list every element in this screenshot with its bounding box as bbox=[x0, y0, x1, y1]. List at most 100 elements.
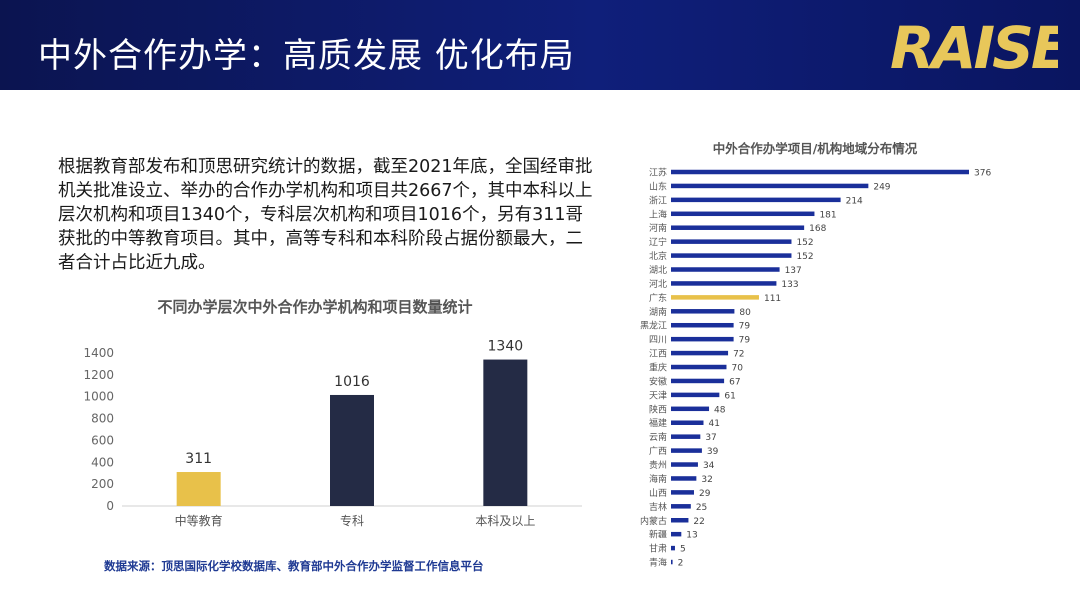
region-label: 安徽 bbox=[649, 375, 667, 387]
intro-paragraph: 根据教育部发布和顶思研究统计的数据，截至2021年底，全国经审批机关批准设立、举… bbox=[58, 157, 593, 273]
bar bbox=[671, 378, 725, 384]
x-category-label: 本科及以上 bbox=[475, 514, 535, 528]
bar bbox=[671, 336, 734, 342]
bar bbox=[671, 559, 673, 565]
bar-value-label: 34 bbox=[703, 461, 715, 471]
bar bbox=[671, 364, 727, 370]
y-tick-label: 400 bbox=[91, 455, 114, 469]
bar-value-label: 61 bbox=[724, 391, 735, 401]
y-tick-label: 1000 bbox=[83, 390, 114, 404]
chart-title: 不同办学层次中外合作办学机构和项目数量统计 bbox=[157, 298, 472, 316]
bar-value-label: 152 bbox=[796, 238, 813, 248]
bar-value-label: 152 bbox=[796, 252, 813, 262]
bar bbox=[671, 545, 675, 551]
bar-value-label: 214 bbox=[846, 196, 863, 206]
bar bbox=[671, 476, 697, 481]
region-label: 北京 bbox=[649, 250, 667, 262]
raise-logo: RAISE bbox=[890, 14, 1058, 80]
bar-value-label: 80 bbox=[739, 308, 751, 318]
region-label: 广西 bbox=[649, 445, 667, 457]
region-label: 海南 bbox=[649, 473, 667, 485]
level-bar-chart: 不同办学层次中外合作办学机构和项目数量统计 0 200 400 600 800 1000 12… bbox=[83, 298, 582, 528]
bar bbox=[671, 420, 704, 425]
y-tick-label: 0 bbox=[106, 499, 114, 513]
bar bbox=[671, 490, 694, 495]
region-label: 河北 bbox=[649, 278, 667, 290]
bar-value-label: 311 bbox=[185, 451, 212, 467]
source-note: 数据来源：顶思国际化学校数据库、教育部中外合作办学监督工作信息平台 bbox=[104, 559, 484, 573]
bar bbox=[671, 462, 698, 467]
header-bar: 中外合作办学：高质发展 优化布局 RAISE bbox=[0, 0, 1080, 90]
bar bbox=[671, 406, 710, 412]
region-label: 四川 bbox=[649, 336, 667, 346]
bar bbox=[671, 169, 969, 175]
x-category-label: 中等教育 bbox=[175, 513, 223, 528]
region-label: 山西 bbox=[649, 488, 667, 499]
bar-value-label: 37 bbox=[705, 433, 716, 443]
bar-value-label: 72 bbox=[733, 350, 744, 360]
bar-value-label: 79 bbox=[739, 336, 751, 346]
region-label: 青海 bbox=[649, 557, 667, 569]
region-label: 河南 bbox=[649, 222, 667, 234]
y-tick-label: 600 bbox=[91, 433, 114, 447]
bar-value-label: 2 bbox=[678, 559, 684, 569]
bar-value-label: 32 bbox=[701, 475, 712, 485]
region-label: 湖北 bbox=[649, 265, 667, 276]
x-category-label: 专科 bbox=[340, 513, 364, 528]
region-label: 天津 bbox=[649, 390, 667, 401]
bar bbox=[671, 392, 720, 398]
bar-value-label: 5 bbox=[680, 545, 686, 555]
bar bbox=[671, 434, 701, 439]
region-label: 福建 bbox=[649, 417, 667, 429]
bar bbox=[671, 211, 815, 217]
bar bbox=[671, 267, 780, 272]
region-label: 陕西 bbox=[649, 403, 667, 415]
bar-value-label: 48 bbox=[714, 405, 726, 415]
region-label: 黑龙江 bbox=[640, 320, 667, 332]
region-label: 吉林 bbox=[649, 501, 667, 513]
chart-title: 中外合作办学项目/机构地域分布情况 bbox=[713, 141, 918, 156]
y-tick-label: 800 bbox=[91, 412, 114, 426]
bar bbox=[671, 253, 792, 258]
bar bbox=[671, 531, 682, 537]
region-label: 浙江 bbox=[649, 194, 667, 206]
bar-value-label: 29 bbox=[699, 489, 711, 499]
bar bbox=[671, 504, 691, 509]
bar-value-label: 376 bbox=[974, 169, 991, 179]
y-tick-label: 1200 bbox=[83, 368, 114, 382]
region-label: 重庆 bbox=[649, 362, 667, 374]
region-label: 上海 bbox=[649, 208, 667, 220]
bar-value-label: 1016 bbox=[334, 374, 370, 390]
y-tick-label: 200 bbox=[91, 477, 114, 491]
bar-value-label: 70 bbox=[731, 364, 743, 374]
region-label: 山东 bbox=[649, 180, 667, 192]
bar-value-label: 137 bbox=[785, 266, 802, 276]
bar-value-label: 168 bbox=[809, 224, 826, 234]
region-label: 新疆 bbox=[649, 529, 667, 541]
bar bbox=[671, 322, 734, 328]
bar-value-label: 41 bbox=[708, 419, 719, 429]
region-label: 内蒙古 bbox=[640, 515, 667, 527]
bar-value-label: 13 bbox=[686, 531, 697, 541]
bar bbox=[671, 295, 759, 300]
bar-value-label: 39 bbox=[707, 447, 719, 457]
bar-value-label: 25 bbox=[696, 503, 707, 513]
bar bbox=[671, 183, 869, 189]
bar bbox=[176, 472, 221, 506]
region-label: 辽宁 bbox=[649, 236, 667, 248]
region-label: 贵州 bbox=[649, 459, 667, 471]
bar bbox=[671, 518, 689, 523]
bar bbox=[671, 448, 702, 453]
page-title: 中外合作办学：高质发展 优化布局 bbox=[38, 36, 575, 76]
bar bbox=[671, 350, 729, 356]
bar-value-label: 1340 bbox=[488, 339, 524, 355]
region-label: 湖南 bbox=[649, 306, 667, 318]
region-label: 江苏 bbox=[649, 167, 667, 179]
bar bbox=[671, 239, 792, 244]
bar bbox=[330, 394, 374, 506]
region-label: 云南 bbox=[649, 431, 667, 443]
bar bbox=[671, 309, 735, 314]
bar-value-label: 79 bbox=[739, 322, 751, 332]
bar bbox=[671, 281, 777, 286]
